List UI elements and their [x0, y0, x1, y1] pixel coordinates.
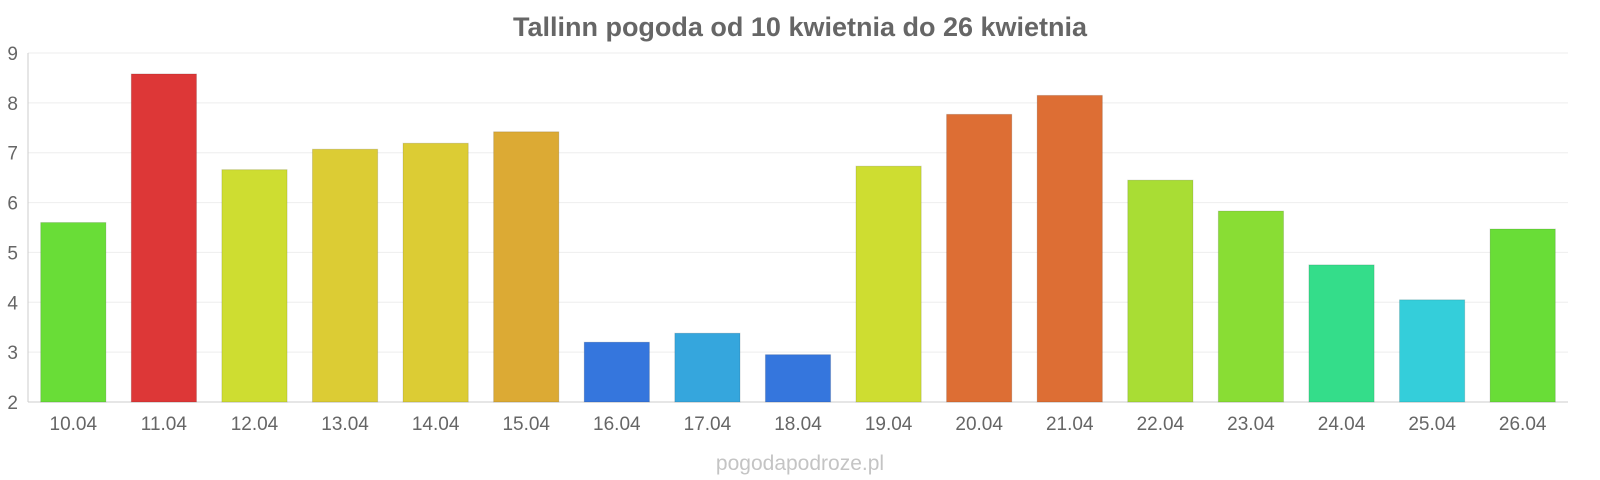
x-tick-label: 26.04 [1499, 414, 1547, 435]
bar-24.04 [1308, 264, 1375, 403]
bar-20.04 [946, 113, 1013, 403]
bar-23.04 [1217, 210, 1285, 403]
chart-title: Tallinn pogoda od 10 kwietnia do 26 kwie… [513, 12, 1088, 42]
x-tick-label: 21.04 [1046, 414, 1094, 435]
x-axis-ticks: 10.04 11.04 12.04 13.04 14.04 15.04 16.04 17.04… [50, 414, 1547, 435]
y-tick-label: 2 [7, 393, 18, 414]
bar-16.04 [583, 341, 650, 403]
x-tick-label: 19.04 [865, 414, 913, 435]
bar-12.04 [221, 169, 288, 403]
x-tick-label: 17.04 [684, 414, 732, 435]
bar-14.04 [402, 142, 469, 403]
bar-18.04 [764, 354, 832, 403]
x-tick-label: 23.04 [1227, 414, 1275, 435]
bar-21.04 [1036, 94, 1103, 403]
watermark: pogodapodroze.pl [716, 452, 884, 475]
x-tick-label: 22.04 [1137, 414, 1185, 435]
y-tick-label: 4 [7, 293, 18, 314]
bar-15.04 [493, 131, 560, 403]
y-tick-label: 5 [7, 243, 18, 264]
x-tick-label: 25.04 [1408, 414, 1456, 435]
y-tick-label: 9 [7, 44, 18, 65]
x-tick-label: 11.04 [141, 414, 188, 435]
y-tick-label: 3 [7, 343, 18, 364]
bar-26.04 [1489, 228, 1556, 403]
x-tick-label: 20.04 [955, 414, 1003, 435]
y-axis-ticks: 2 3 4 5 6 7 8 9 [7, 44, 18, 414]
y-tick-label: 7 [7, 144, 18, 165]
x-tick-label: 14.04 [412, 414, 460, 435]
x-tick-label: 18.04 [774, 414, 822, 435]
bar-17.04 [674, 332, 741, 403]
bar-13.04 [311, 148, 379, 403]
bars [40, 73, 1556, 403]
y-tick-label: 6 [7, 194, 18, 215]
x-tick-label: 10.04 [50, 414, 98, 435]
bar-11.04 [130, 73, 197, 403]
y-tick-label: 8 [7, 94, 18, 115]
x-tick-label: 24.04 [1318, 414, 1366, 435]
x-tick-label: 16.04 [593, 414, 641, 435]
bar-25.04 [1399, 299, 1466, 403]
bar-22.04 [1127, 179, 1194, 403]
bar-10.04 [40, 222, 107, 403]
x-tick-label: 15.04 [502, 414, 550, 435]
x-tick-label: 12.04 [231, 414, 279, 435]
bar-19.04 [855, 165, 922, 403]
x-tick-label: 13.04 [321, 414, 369, 435]
